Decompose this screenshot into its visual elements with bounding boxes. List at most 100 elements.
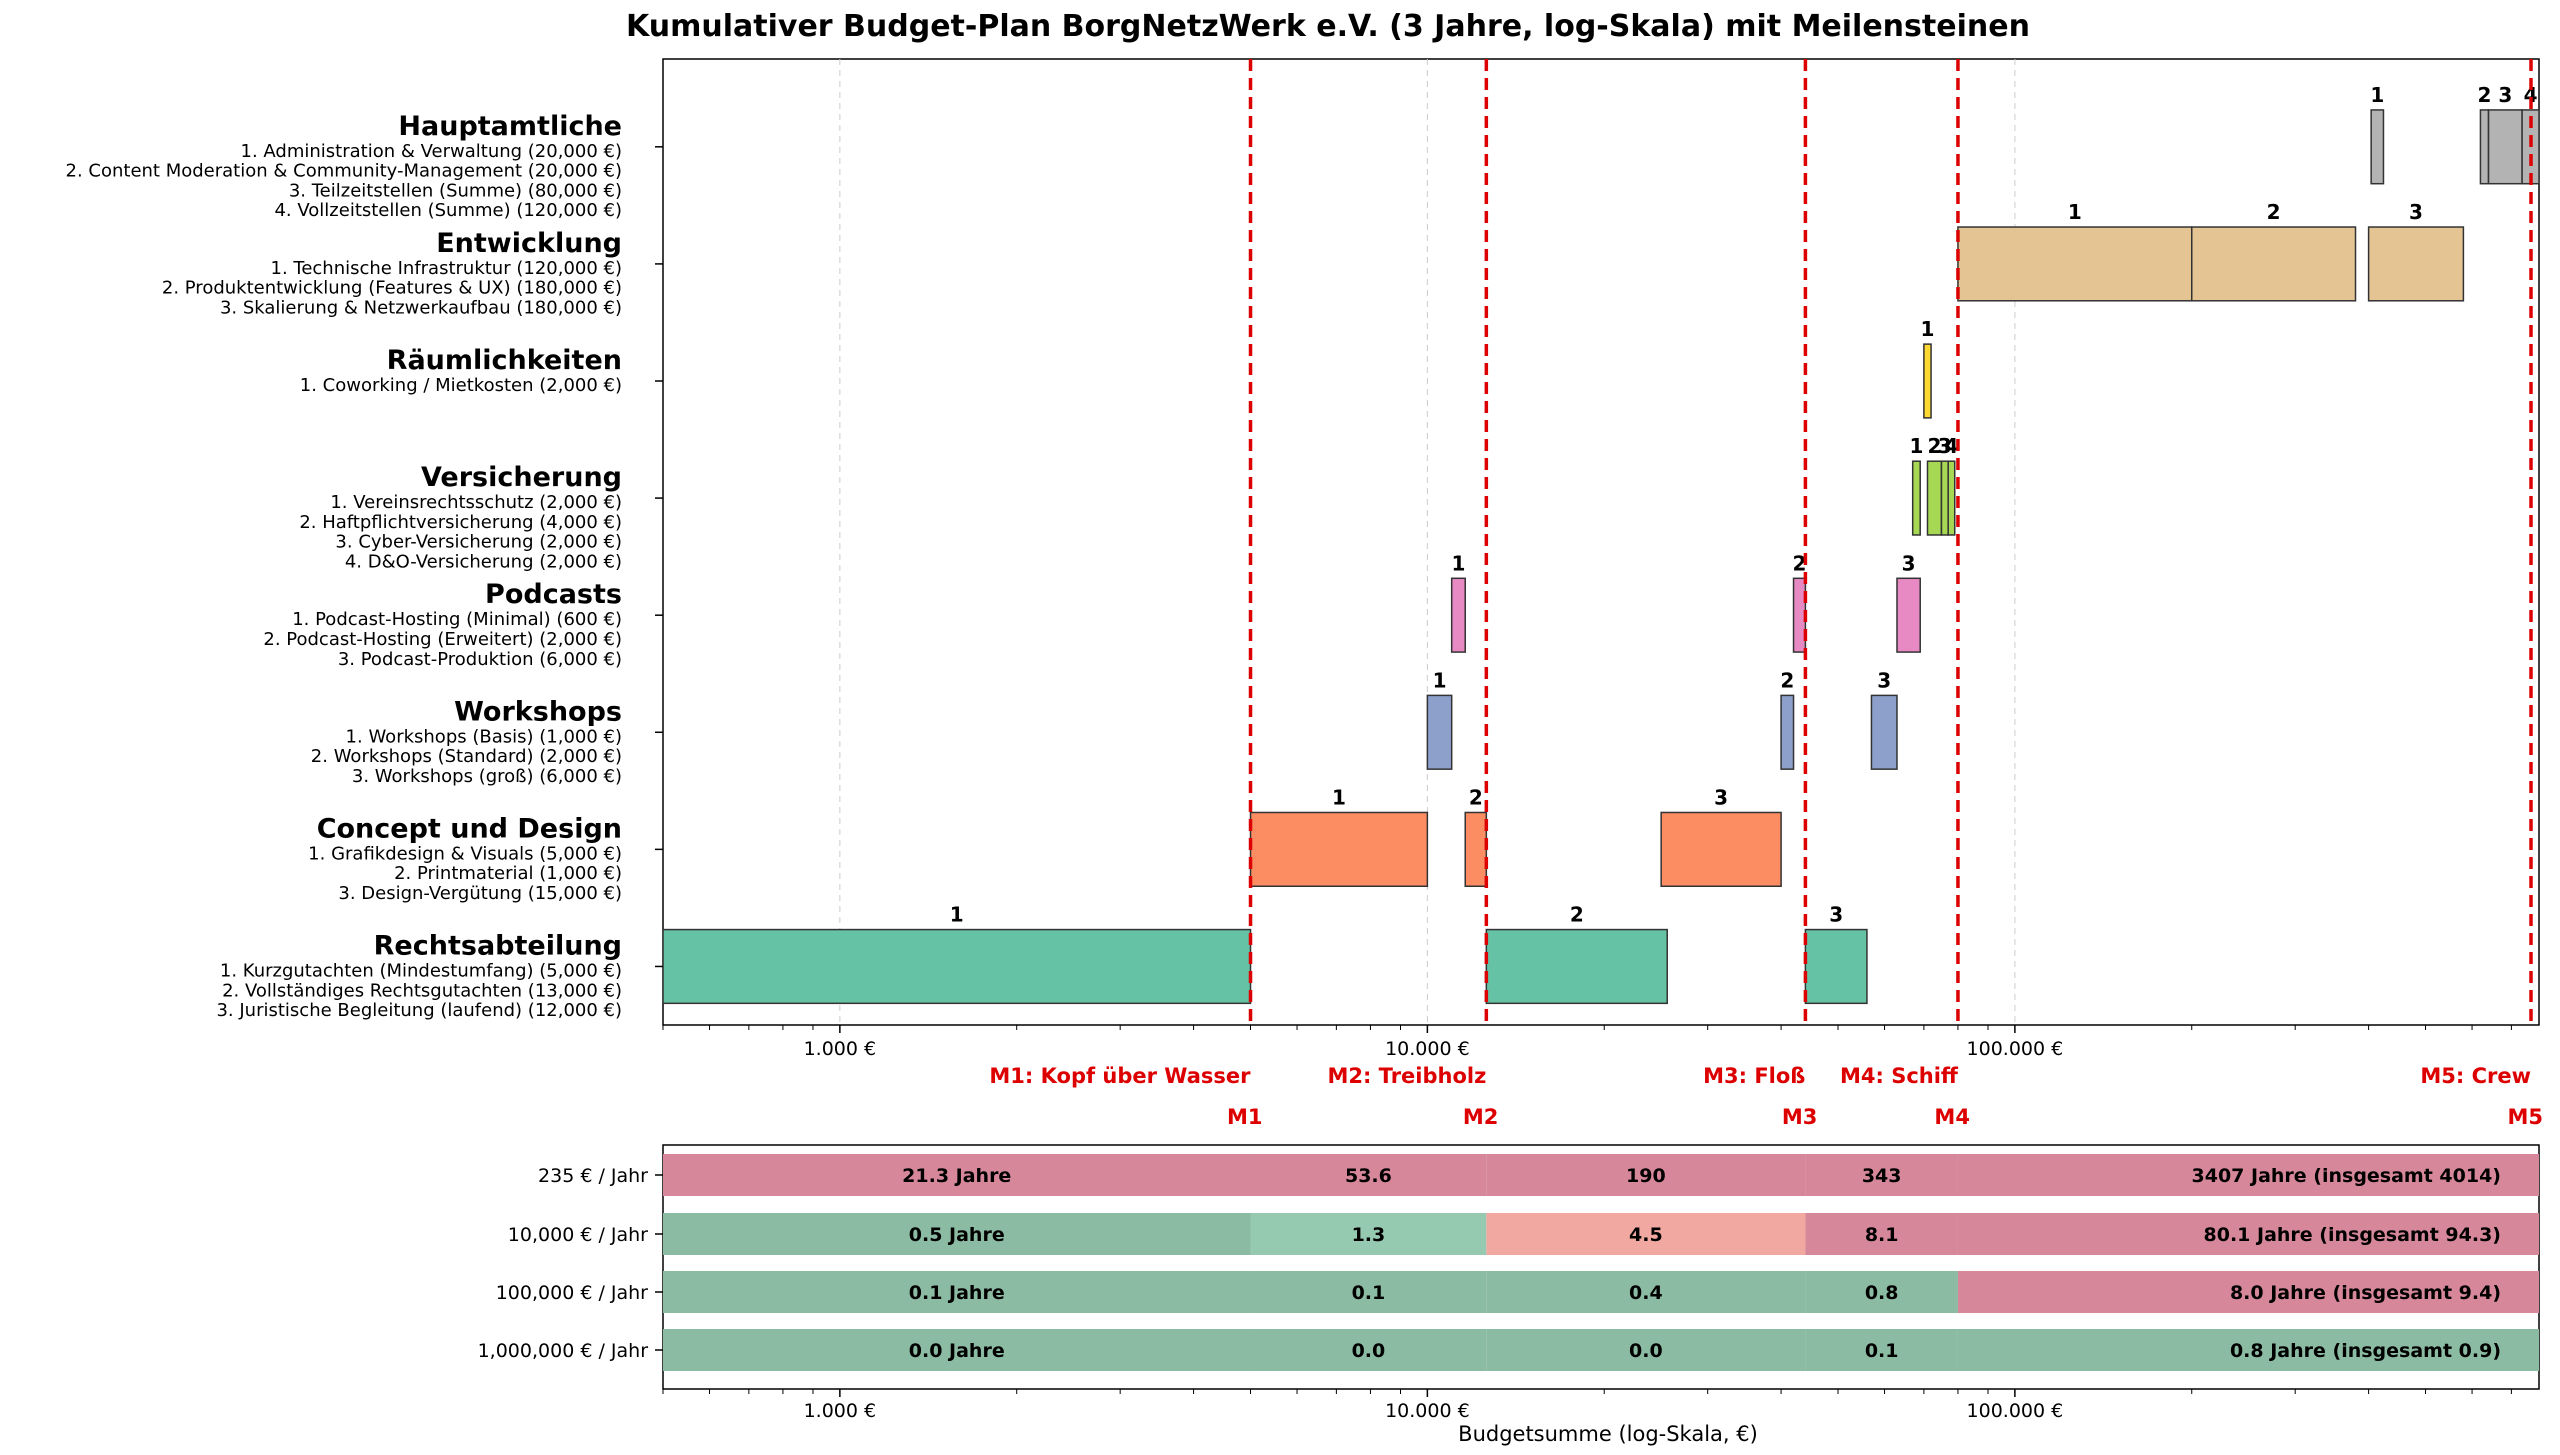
bar-segment [1660, 811, 1782, 887]
milestone-name: M3: Floß [1703, 1064, 1805, 1088]
timeline-segment [1805, 1154, 1958, 1196]
main-x-ticks: 1.000 € 10.000 € 100.000 € [662, 1025, 2512, 1060]
milestone-id: M1 [1227, 1105, 1263, 1129]
timeline-segment [1805, 1213, 1958, 1255]
bar-segment [2367, 226, 2465, 302]
bar-segment-label: 3 [1829, 903, 1843, 927]
timeline-row-label: 1,000,000 € / Jahr [478, 1340, 649, 1362]
bar-segment-label: 1 [2068, 200, 2082, 224]
timeline-segment-label: 0.0 [1352, 1340, 1386, 1362]
bar-segment-label: 2 [1780, 668, 1794, 692]
timeline-bars: 235 € / Jahr 21.3 Jahre 53.6 190 343 3407 Jah… [478, 1154, 2539, 1371]
category-item-label: 3. Cyber-Versicherung (2,000 €) [335, 532, 622, 553]
milestone-name: M1: Kopf über Wasser [989, 1064, 1251, 1088]
category-label: Podcasts [485, 579, 622, 610]
timeline-segment [1250, 1154, 1487, 1196]
bar-segment [2487, 109, 2523, 185]
milestone-id: M4 [1934, 1105, 1970, 1129]
category-label: Workshops [454, 696, 622, 727]
timeline-segment-label: 0.8 Jahre (insgesamt 0.9) [2230, 1340, 2501, 1362]
timeline-segment [1957, 1154, 2539, 1196]
timeline-segment [1486, 1271, 1806, 1313]
milestone-id: M3 [1782, 1105, 1818, 1129]
bar-segment [1780, 694, 1795, 770]
timeline-segment [663, 1329, 1251, 1371]
milestones: M1: Kopf über Wasser M1 M2: Treibholz M2 M3:… [989, 59, 2543, 1129]
bar-segment [1947, 460, 1956, 536]
bar-segment [1450, 577, 1466, 653]
bar-segment-label: 3 [2498, 83, 2512, 107]
timeline-row-label: 100,000 € / Jahr [496, 1282, 648, 1304]
bar-segment-label: 2 [2267, 200, 2281, 224]
x-tick-label: 10.000 € [1385, 1038, 1470, 1060]
timeline-segment [1957, 1271, 2539, 1313]
category-item-label: 3. Skalierung & Netzwerkaufbau (180,000 … [220, 298, 622, 319]
category-item-label: 2. Produktentwicklung (Features & UX) (1… [162, 278, 622, 299]
bar-segment [1957, 226, 2193, 302]
timeline-segment-label: 80.1 Jahre (insgesamt 94.3) [2204, 1224, 2502, 1246]
timeline-row-label: 10,000 € / Jahr [508, 1224, 648, 1246]
bar-segment [1464, 811, 1488, 887]
x-tick-label: 1.000 € [804, 1038, 877, 1060]
bar-segment-label: 1 [1921, 317, 1935, 341]
timeline-segment [663, 1213, 1251, 1255]
bar-segment-label: 2 [1469, 785, 1483, 809]
timeline-segment [1805, 1271, 1958, 1313]
category-item-label: 3. Design-Vergütung (15,000 €) [338, 883, 622, 904]
timeline-segment [663, 1154, 1251, 1196]
timeline-segment-label: 0.4 [1629, 1282, 1663, 1304]
timeline-segment-label: 21.3 Jahre [902, 1165, 1011, 1187]
timeline-segment [1250, 1213, 1487, 1255]
category-item-label: 1. Workshops (Basis) (1,000 €) [346, 726, 622, 747]
timeline-segment-label: 4.5 [1629, 1224, 1663, 1246]
category-item-label: 2. Podcast-Hosting (Erweitert) (2,000 €) [263, 629, 622, 650]
category-item-label: 2. Vollständiges Rechtsgutachten (13,000… [222, 980, 622, 1001]
bar-segment-label: 2 [2478, 83, 2492, 107]
timeline-segment-label: 0.0 [1629, 1340, 1663, 1362]
bar-segment [1426, 694, 1453, 770]
bar-segment [662, 928, 1252, 1005]
bar-segment [1249, 811, 1429, 887]
timeline-segment-label: 0.5 Jahre [909, 1224, 1005, 1246]
bar-segment-label: 2 [1570, 903, 1584, 927]
bar-segment-label: 1 [1433, 668, 1447, 692]
bar-segment-label: 3 [1877, 668, 1891, 692]
timeline-x-ticks: 1.000 € 10.000 € 100.000 € [662, 1389, 2512, 1422]
category-item-label: 1. Vereinsrechtsschutz (2,000 €) [330, 492, 622, 513]
bar-segment-label: 4 [1945, 434, 1959, 458]
bar-segment [1792, 577, 1807, 653]
bar-segment-label: 2 [1793, 551, 1807, 575]
timeline-segment [1486, 1213, 1806, 1255]
category-item-label: 1. Kurzgutachten (Mindestumfang) (5,000 … [220, 960, 622, 981]
category-label: Entwicklung [436, 228, 622, 259]
category-item-label: 4. D&O-Versicherung (2,000 €) [345, 551, 622, 572]
category-item-label: 3. Juristische Begleitung (laufend) (12,… [216, 1000, 622, 1021]
milestone-id: M2 [1463, 1105, 1499, 1129]
category-item-label: 1. Administration & Verwaltung (20,000 €… [241, 141, 622, 162]
bar-segment [1911, 460, 1921, 536]
bar-segment-label: 3 [2409, 200, 2423, 224]
timeline-segment-label: 343 [1862, 1165, 1902, 1187]
bar-segment [1804, 928, 1868, 1005]
timeline-segment-label: 190 [1626, 1165, 1666, 1187]
milestone-name: M5: Crew [2420, 1064, 2531, 1088]
category-item-label: 2. Haftpflichtversicherung (4,000 €) [299, 512, 622, 533]
bar-segment-label: 2 [1928, 434, 1942, 458]
timeline-segment [663, 1271, 1251, 1313]
timeline-segment [1957, 1329, 2539, 1371]
timeline-segment [1486, 1329, 1806, 1371]
category-item-label: 4. Vollzeitstellen (Summe) (120,000 €) [274, 200, 622, 221]
category-label: Concept und Design [317, 813, 622, 844]
x-tick-label: 100.000 € [1967, 1038, 2064, 1060]
bar-segment [1485, 928, 1668, 1005]
category-item-label: 3. Podcast-Produktion (6,000 €) [338, 649, 622, 670]
x-tick-label: 100.000 € [1967, 1400, 2064, 1422]
bar-segment [2370, 109, 2385, 185]
timeline-segment-label: 0.0 Jahre [909, 1340, 1005, 1362]
category-item-label: 2. Printmaterial (1,000 €) [394, 863, 622, 884]
bar-segment [1926, 460, 1943, 536]
bar-segment-label: 1 [2370, 83, 2384, 107]
bar-segment-label: 1 [1332, 785, 1346, 809]
